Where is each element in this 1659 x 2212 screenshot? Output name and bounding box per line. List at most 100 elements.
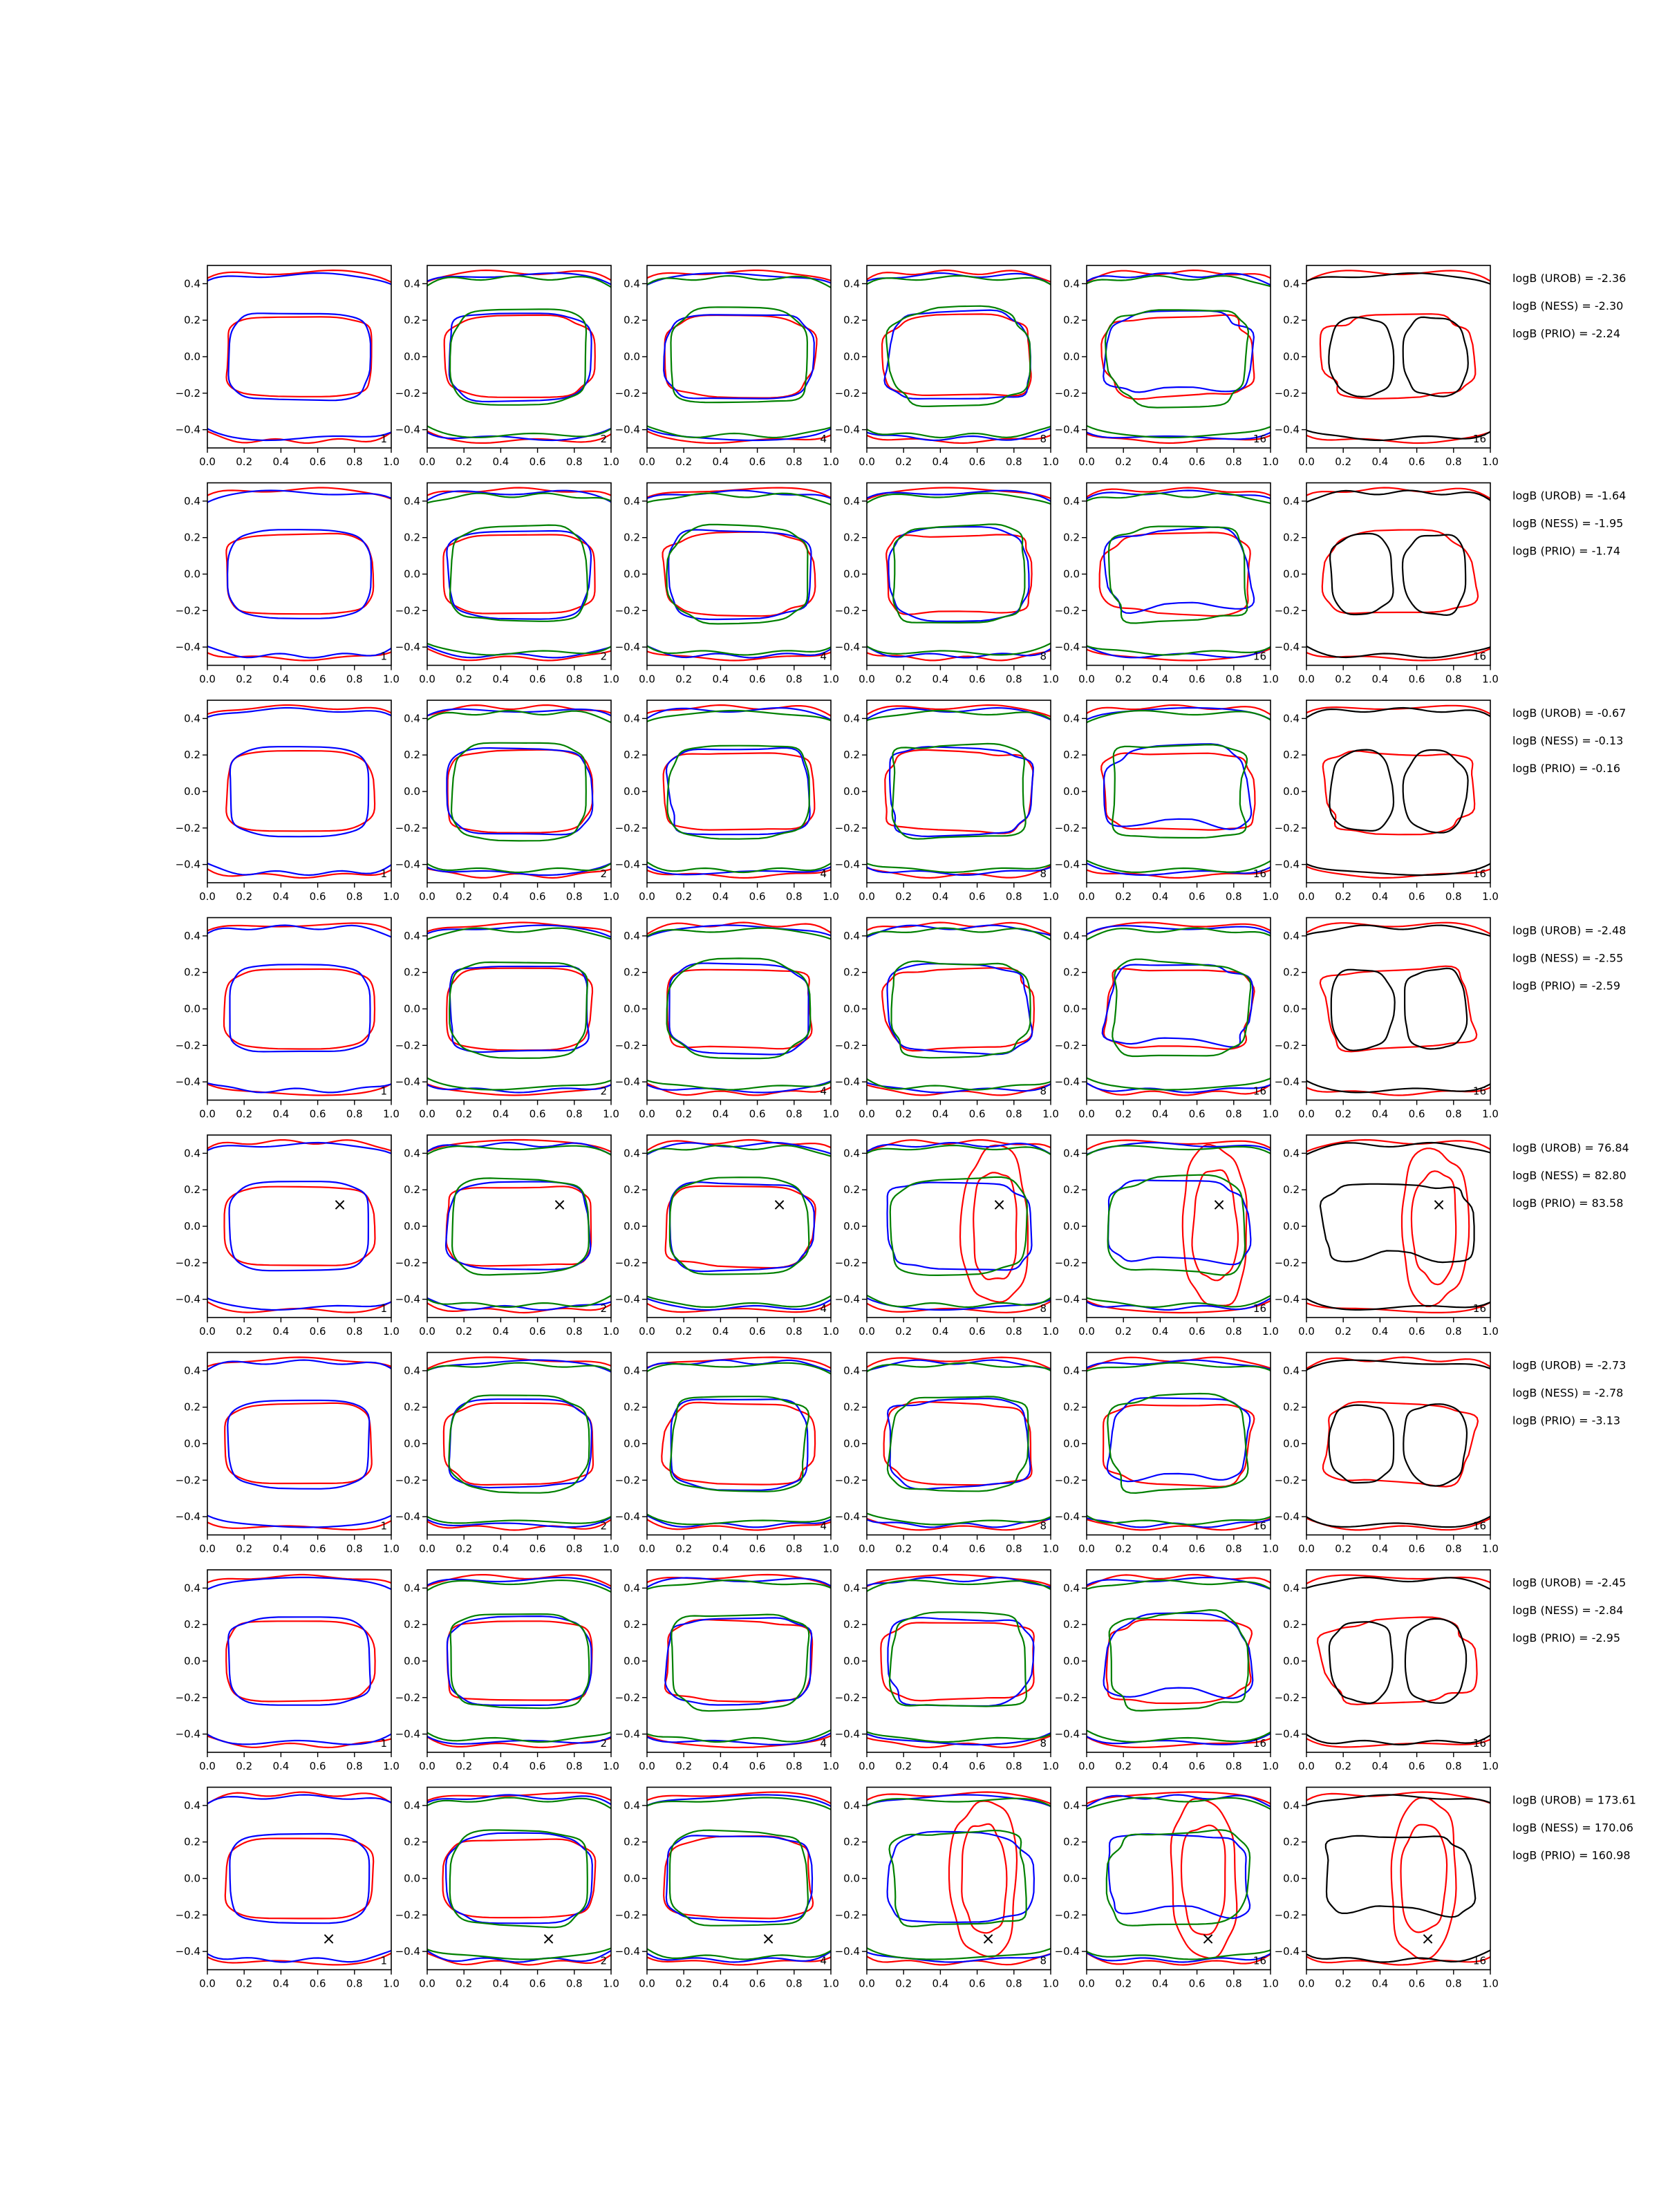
green-contour xyxy=(867,927,1051,941)
x-tick-label: 0.6 xyxy=(1189,673,1206,686)
y-tick-label: −0.2 xyxy=(835,604,860,617)
panel-r5-c5: × 0.0 0.2 0.4 0.6 0.8 1.0 0.4 0.2 0.0 −0.2 −0.4 16 xyxy=(1055,1134,1279,1338)
axes-frame xyxy=(207,1569,392,1753)
y-tick-label: 0.2 xyxy=(843,1618,860,1631)
y-tick-label: 0.2 xyxy=(1283,749,1300,761)
y-tick-label: −0.2 xyxy=(1275,387,1300,400)
x-tick-label: 0.2 xyxy=(456,1978,472,1990)
green-contour xyxy=(867,862,1051,874)
y-tick-label: −0.2 xyxy=(1055,1909,1080,1921)
y-tick-label: 0.2 xyxy=(404,532,420,544)
x-tick-label: 0.8 xyxy=(346,456,363,468)
blue-contour xyxy=(647,1080,831,1094)
y-tick-label: 0.4 xyxy=(1063,1147,1080,1159)
blue-contour xyxy=(647,706,831,721)
green-contour xyxy=(427,1362,611,1372)
y-tick-label: −0.4 xyxy=(1055,641,1080,653)
x-tick-label: 0.4 xyxy=(1371,673,1388,686)
red-contour xyxy=(647,1518,831,1531)
panel-number-label: 2 xyxy=(600,1955,607,1967)
red-contour xyxy=(223,1185,376,1266)
red-contour xyxy=(207,1519,391,1531)
y-tick-label: 0.4 xyxy=(624,1582,640,1594)
x-tick-label: 0.0 xyxy=(419,1978,435,1990)
y-tick-label: 0.4 xyxy=(1283,277,1300,290)
y-tick-label: 0.0 xyxy=(404,350,420,363)
blue-contour xyxy=(207,706,391,718)
panel-number-label: 1 xyxy=(380,1302,387,1315)
x-tick-label: 0.2 xyxy=(456,890,472,903)
y-tick-label: 0.0 xyxy=(1283,785,1300,798)
x-tick-label: 0.2 xyxy=(456,456,472,468)
x-tick-label: 0.8 xyxy=(1006,1543,1022,1555)
panel-r5-c3: × 0.0 0.2 0.4 0.6 0.8 1.0 0.4 0.2 0.0 −0.2 −0.4 4 xyxy=(615,1134,839,1338)
x-tick-label: 0.2 xyxy=(236,673,252,686)
x-tick-label: 1.0 xyxy=(383,890,400,903)
y-tick-label: 0.0 xyxy=(1283,1655,1300,1667)
red-contour xyxy=(1306,1737,1490,1748)
y-tick-label: 0.2 xyxy=(404,314,420,326)
panel-r8-c4: × 0.0 0.2 0.4 0.6 0.8 1.0 0.4 0.2 0.0 −0.2 −0.4 8 xyxy=(835,1786,1059,1990)
x-tick-label: 0.0 xyxy=(1078,1108,1095,1121)
x-tick-label: 1.0 xyxy=(1482,673,1499,686)
red-contour xyxy=(867,1953,1051,1966)
green-contour xyxy=(867,1512,1051,1526)
x-tick-label: 0.6 xyxy=(310,673,326,686)
marker-x: × xyxy=(1212,1194,1226,1214)
y-tick-label: 0.4 xyxy=(624,277,640,290)
red-contour xyxy=(207,1952,391,1966)
green-contour xyxy=(867,1797,1051,1808)
black-contour xyxy=(1306,1733,1490,1745)
blue-contour xyxy=(1103,1612,1254,1699)
red-contour xyxy=(1321,529,1479,615)
red-contour xyxy=(1319,965,1478,1053)
panel-r2-c2: 0.0 0.2 0.4 0.6 0.8 1.0 0.4 0.2 0.0 −0.2 −0.4 2 xyxy=(395,482,619,686)
panel-r2-c6: 0.0 0.2 0.4 0.6 0.8 1.0 0.4 0.2 0.0 −0.2 −0.4 16 xyxy=(1275,482,1499,686)
x-tick-label: 0.4 xyxy=(932,1760,948,1772)
x-tick-label: 0.4 xyxy=(1152,1543,1168,1555)
axes-frame xyxy=(646,917,832,1101)
x-tick-label: 0.6 xyxy=(969,1325,986,1338)
blue-contour xyxy=(867,866,1051,877)
blue-contour xyxy=(1087,1732,1271,1745)
x-tick-label: 0.4 xyxy=(1371,456,1388,468)
blue-contour xyxy=(1101,964,1254,1048)
green-contour xyxy=(427,1947,611,1960)
blue-contour xyxy=(207,645,391,659)
y-tick-label: 0.0 xyxy=(624,350,640,363)
x-tick-label: 0.6 xyxy=(749,456,766,468)
x-tick-label: 0.4 xyxy=(492,1325,509,1338)
blue-contour xyxy=(1087,1951,1271,1963)
blue-contour xyxy=(665,1835,814,1923)
y-tick-label: −0.4 xyxy=(1275,1510,1300,1523)
green-contour xyxy=(867,1144,1051,1156)
panel-r3-c2: 0.0 0.2 0.4 0.6 0.8 1.0 0.4 0.2 0.0 −0.2 −0.4 2 xyxy=(395,700,619,903)
x-tick-label: 0.2 xyxy=(1335,1978,1351,1990)
red-contour xyxy=(867,1517,1051,1531)
black-contour xyxy=(1404,967,1468,1050)
y-tick-label: 0.0 xyxy=(404,785,420,798)
y-tick-label: 0.4 xyxy=(624,712,640,724)
panel-number-label: 4 xyxy=(820,1085,827,1098)
y-tick-label: 0.2 xyxy=(624,532,640,544)
blue-contour xyxy=(427,1297,611,1311)
panel-r4-c5: 0.0 0.2 0.4 0.6 0.8 1.0 0.4 0.2 0.0 −0.2 −0.4 16 xyxy=(1055,917,1279,1121)
panel-number-label: 2 xyxy=(600,1085,607,1098)
blue-contour xyxy=(449,965,590,1053)
x-tick-label: 0.4 xyxy=(272,1108,289,1121)
x-tick-label: 0.8 xyxy=(566,673,583,686)
y-tick-label: 0.4 xyxy=(184,1799,200,1812)
x-tick-label: 0.6 xyxy=(529,1978,546,1990)
panel-r4-c3: 0.0 0.2 0.4 0.6 0.8 1.0 0.4 0.2 0.0 −0.2 −0.4 4 xyxy=(615,917,839,1121)
red-contour xyxy=(883,1400,1033,1486)
x-tick-label: 0.4 xyxy=(1152,1108,1168,1121)
black-contour xyxy=(1306,1515,1490,1528)
x-tick-label: 0.6 xyxy=(1189,1543,1206,1555)
x-tick-label: 1.0 xyxy=(1482,456,1499,468)
axes-frame xyxy=(1086,1786,1271,1971)
y-tick-label: −0.2 xyxy=(1055,1039,1080,1051)
x-tick-label: 0.4 xyxy=(1152,1978,1168,1990)
green-contour xyxy=(647,1579,831,1591)
green-contour xyxy=(1087,1362,1271,1372)
panel-number-label: 1 xyxy=(380,650,387,663)
